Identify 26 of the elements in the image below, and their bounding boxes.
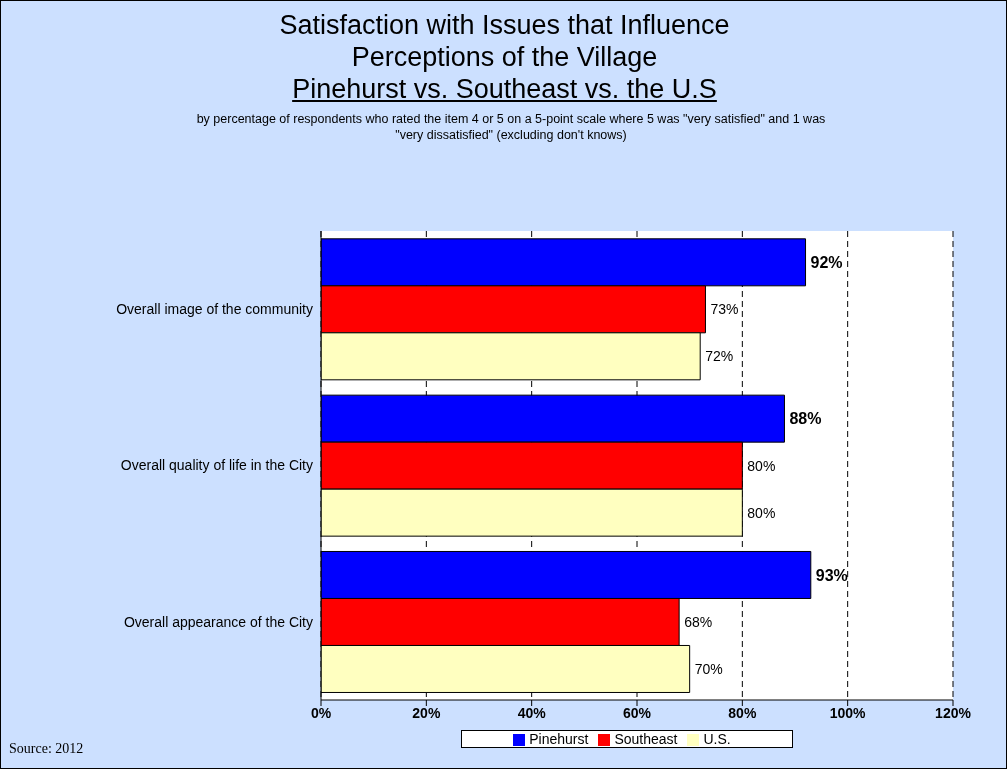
x-tick-label: 120%: [935, 704, 972, 721]
data-label: 80%: [747, 457, 776, 474]
x-tick-label: 60%: [622, 704, 652, 721]
x-tick-label: 20%: [412, 704, 441, 721]
source-note: Source: 2012: [9, 741, 84, 757]
data-label: 70%: [694, 660, 723, 677]
data-label: 88%: [789, 410, 822, 428]
x-tick-label: 100%: [829, 704, 867, 721]
data-label: 68%: [684, 613, 713, 630]
chart-subtitle: Pinehurst vs. Southeast vs. the U.S: [291, 73, 718, 105]
legend-label: Southeast: [614, 731, 678, 747]
legend-label: Pinehurst: [529, 731, 589, 747]
data-label: 73%: [710, 301, 739, 318]
y-tick-label: Overall appearance of the City: [123, 613, 313, 630]
x-tick-label: 40%: [517, 704, 547, 721]
y-tick-label: Overall image of the community: [116, 301, 313, 318]
text: by percentage of respondents who rated the item 4 or 5 on a 5-point scale where 5 was "very satisfied" and 1 was "very dissatisfied" (excluding don't knows): [195, 111, 827, 143]
legend-label: U.S.: [703, 731, 731, 747]
data-label: 72%: [705, 348, 734, 365]
x-tick-label: 0%: [310, 704, 332, 721]
data-label: 80%: [747, 504, 776, 521]
y-tick-label: Overall quality of life in the City: [120, 457, 313, 474]
data-label: 92%: [810, 254, 843, 271]
data-label: 93%: [815, 566, 848, 584]
chart-title: Satisfaction with Issues that Influence Perceptions of the Village: [278, 9, 731, 73]
x-tick-label: 80%: [728, 704, 757, 721]
